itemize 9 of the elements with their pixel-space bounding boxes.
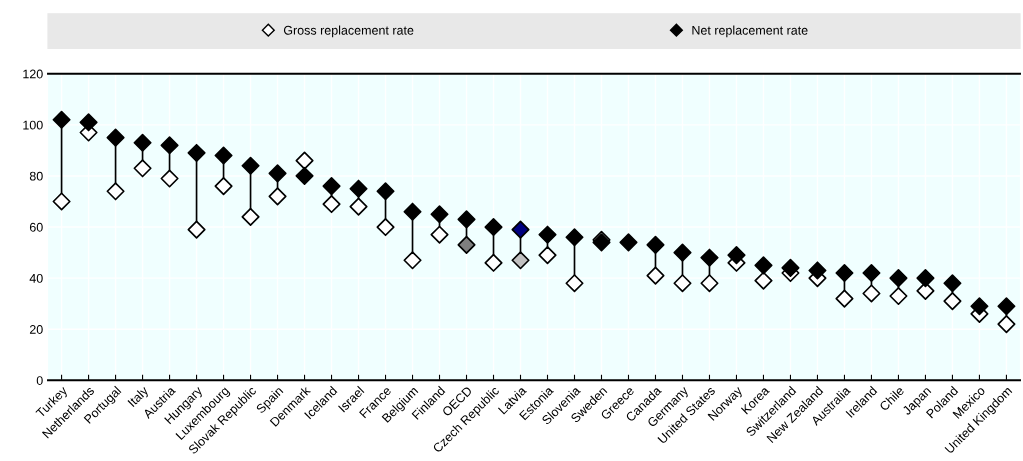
y-tick-label: 120 (23, 69, 43, 79)
y-tick-label: 100 (23, 120, 43, 130)
y-tick-label: 20 (29, 325, 43, 334)
legend-label: Gross replacement rate (283, 25, 414, 38)
y-tick-label: 0 (36, 376, 43, 385)
y-tick-label: 40 (29, 273, 43, 283)
y-tick-label: 60 (29, 222, 43, 232)
legend-label: Net replacement rate (692, 25, 808, 38)
y-tick-label: 80 (29, 171, 43, 181)
